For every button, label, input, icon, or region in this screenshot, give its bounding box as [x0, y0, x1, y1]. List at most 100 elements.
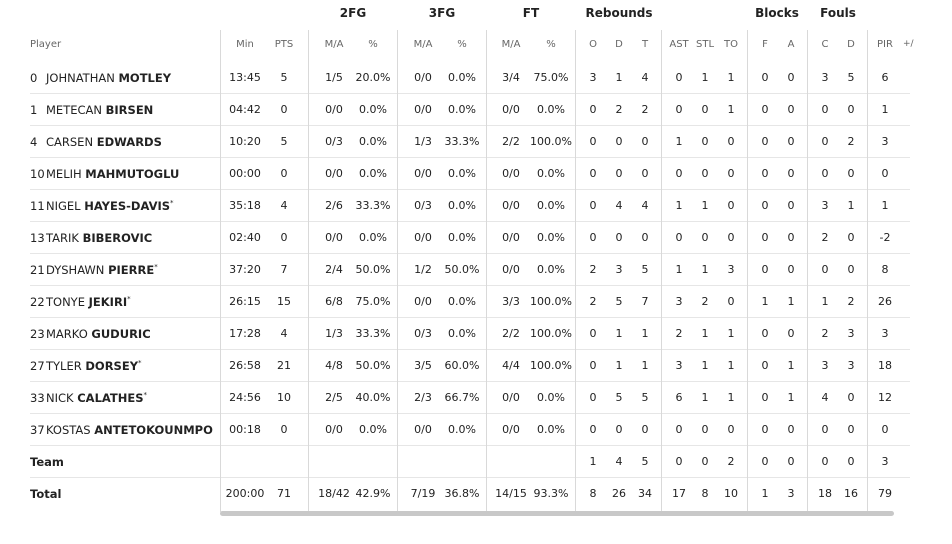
col-min: Min — [236, 39, 254, 50]
player-name[interactable]: 13TARIK BIBEROVIC — [30, 231, 152, 245]
cell-stl: 0 — [701, 167, 709, 180]
team-row: Team 1 4 5 0 0 2 0 0 0 0 3 — [30, 445, 910, 478]
cell-stl: 1 — [701, 71, 709, 84]
horizontal-scrollbar[interactable] — [220, 511, 894, 516]
cell-pir: 1 — [881, 199, 889, 212]
cell-o: 0 — [589, 231, 597, 244]
player-number: 10 — [30, 167, 45, 181]
player-name[interactable]: 33NICK CALATHES* — [30, 391, 147, 405]
cell-min: 37:20 — [229, 263, 261, 276]
cell-fc: 1 — [821, 295, 829, 308]
cell-pts: 5 — [280, 135, 288, 148]
cell-ftp: 100.0% — [530, 327, 572, 340]
player-name[interactable]: 27TYLER DORSEY* — [30, 359, 142, 373]
cell-fg2p: 75.0% — [355, 295, 391, 308]
cell-to: 2 — [727, 455, 735, 468]
cell-min: 24:56 — [229, 391, 261, 404]
cell-pts: 15 — [277, 295, 291, 308]
cell-fg2p: 0.0% — [359, 135, 387, 148]
cell-o: 0 — [589, 167, 597, 180]
team-label: Team — [30, 455, 64, 469]
cell-t: 1 — [641, 359, 649, 372]
cell-pir: 6 — [881, 71, 889, 84]
cell-ast: 0 — [675, 167, 683, 180]
cell-to: 0 — [727, 423, 735, 436]
col-pir: PIR — [877, 39, 893, 50]
player-name[interactable]: 10MELIH MAHMUTOGLU — [30, 167, 179, 181]
cell-ftp: 0.0% — [537, 103, 565, 116]
cell-d: 1 — [615, 71, 623, 84]
total-label: Total — [30, 487, 62, 501]
cell-ba: 0 — [787, 167, 795, 180]
player-name[interactable]: 11NIGEL HAYES-DAVIS* — [30, 199, 174, 213]
col-ft-ma: M/A — [501, 39, 521, 50]
cell-pts: 5 — [280, 71, 288, 84]
player-first-name: TYLER — [46, 359, 82, 373]
cell-min: 00:18 — [229, 423, 261, 436]
cell-stl: 1 — [701, 391, 709, 404]
cell-pts: 71 — [277, 487, 291, 500]
cell-fg3p: 0.0% — [448, 167, 476, 180]
cell-ast: 0 — [675, 103, 683, 116]
starter-marker: * — [170, 199, 174, 208]
player-first-name: TARIK — [46, 231, 79, 245]
cell-pir: 0 — [881, 423, 889, 436]
cell-t: 0 — [641, 135, 649, 148]
player-name[interactable]: 22TONYE JEKIRI* — [30, 295, 131, 309]
cell-fg3p: 33.3% — [444, 135, 480, 148]
cell-fd: 3 — [847, 327, 855, 340]
player-name[interactable]: 23MARKO GUDURIC — [30, 327, 151, 341]
player-name[interactable]: 1 METECAN BIRSEN — [30, 103, 153, 117]
cell-fd: 0 — [847, 103, 855, 116]
cell-fg3p: 50.0% — [444, 263, 480, 276]
cell-fg2p: 0.0% — [359, 423, 387, 436]
player-number: 27 — [30, 359, 45, 373]
player-number: 22 — [30, 295, 45, 309]
cell-fg3: 7/19 — [410, 487, 436, 500]
cell-ftp: 100.0% — [530, 359, 572, 372]
cell-fg2: 0/0 — [325, 103, 343, 116]
cell-ft: 0/0 — [502, 391, 520, 404]
cell-stl: 1 — [701, 199, 709, 212]
cell-o: 2 — [589, 263, 597, 276]
cell-fd: 1 — [847, 199, 855, 212]
cell-fc: 3 — [821, 199, 829, 212]
col-divider — [308, 30, 309, 512]
cell-o: 8 — [589, 487, 597, 500]
cell-min: 04:42 — [229, 103, 261, 116]
cell-fg3p: 0.0% — [448, 423, 476, 436]
cell-fd: 0 — [847, 423, 855, 436]
player-first-name: CARSEN — [46, 135, 94, 149]
player-number: 21 — [30, 263, 45, 277]
col-divider — [486, 30, 487, 512]
cell-fg3: 0/0 — [414, 71, 432, 84]
cell-d: 26 — [612, 487, 626, 500]
player-last-name: BIBEROVIC — [82, 231, 153, 245]
player-name[interactable]: 37KOSTAS ANTETOKOUNMPO — [30, 423, 213, 437]
player-first-name: NICK — [46, 391, 74, 405]
cell-bf: 1 — [761, 295, 769, 308]
player-first-name: MELIH — [46, 167, 82, 181]
cell-ba: 1 — [787, 391, 795, 404]
player-last-name: PIERRE — [108, 263, 155, 277]
group-header-row: 2FG 3FG FT Rebounds Blocks Fouls — [0, 0, 952, 30]
group-ft: FT — [522, 6, 540, 20]
cell-ft: 3/4 — [502, 71, 520, 84]
group-blocks: Blocks — [755, 6, 799, 20]
cell-stl: 0 — [701, 135, 709, 148]
starter-marker: * — [143, 391, 148, 400]
player-name[interactable]: 4 CARSEN EDWARDS — [30, 135, 162, 149]
cell-fc: 2 — [821, 327, 829, 340]
player-name[interactable]: 0 JOHNATHAN MOTLEY — [30, 71, 171, 85]
cell-fg2: 0/0 — [325, 423, 343, 436]
cell-bf: 0 — [761, 263, 769, 276]
cell-fc: 0 — [821, 423, 829, 436]
cell-ba: 0 — [787, 71, 795, 84]
cell-pir: 1 — [881, 103, 889, 116]
player-name[interactable]: 21DYSHAWN PIERRE* — [30, 263, 158, 277]
starter-marker: * — [138, 359, 142, 368]
col-3fg-pct: % — [457, 39, 467, 50]
cell-d: 0 — [615, 423, 623, 436]
cell-d: 0 — [615, 231, 623, 244]
player-number: 23 — [30, 327, 45, 341]
